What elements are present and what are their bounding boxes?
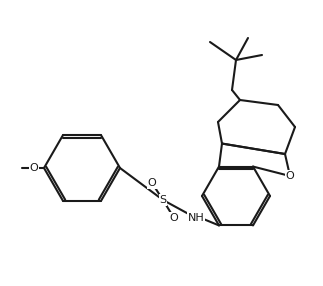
Text: S: S bbox=[160, 195, 167, 205]
Text: O: O bbox=[286, 171, 294, 181]
Text: O: O bbox=[170, 213, 178, 223]
Text: O: O bbox=[148, 178, 156, 188]
Text: NH: NH bbox=[188, 213, 204, 223]
Text: O: O bbox=[30, 163, 38, 173]
